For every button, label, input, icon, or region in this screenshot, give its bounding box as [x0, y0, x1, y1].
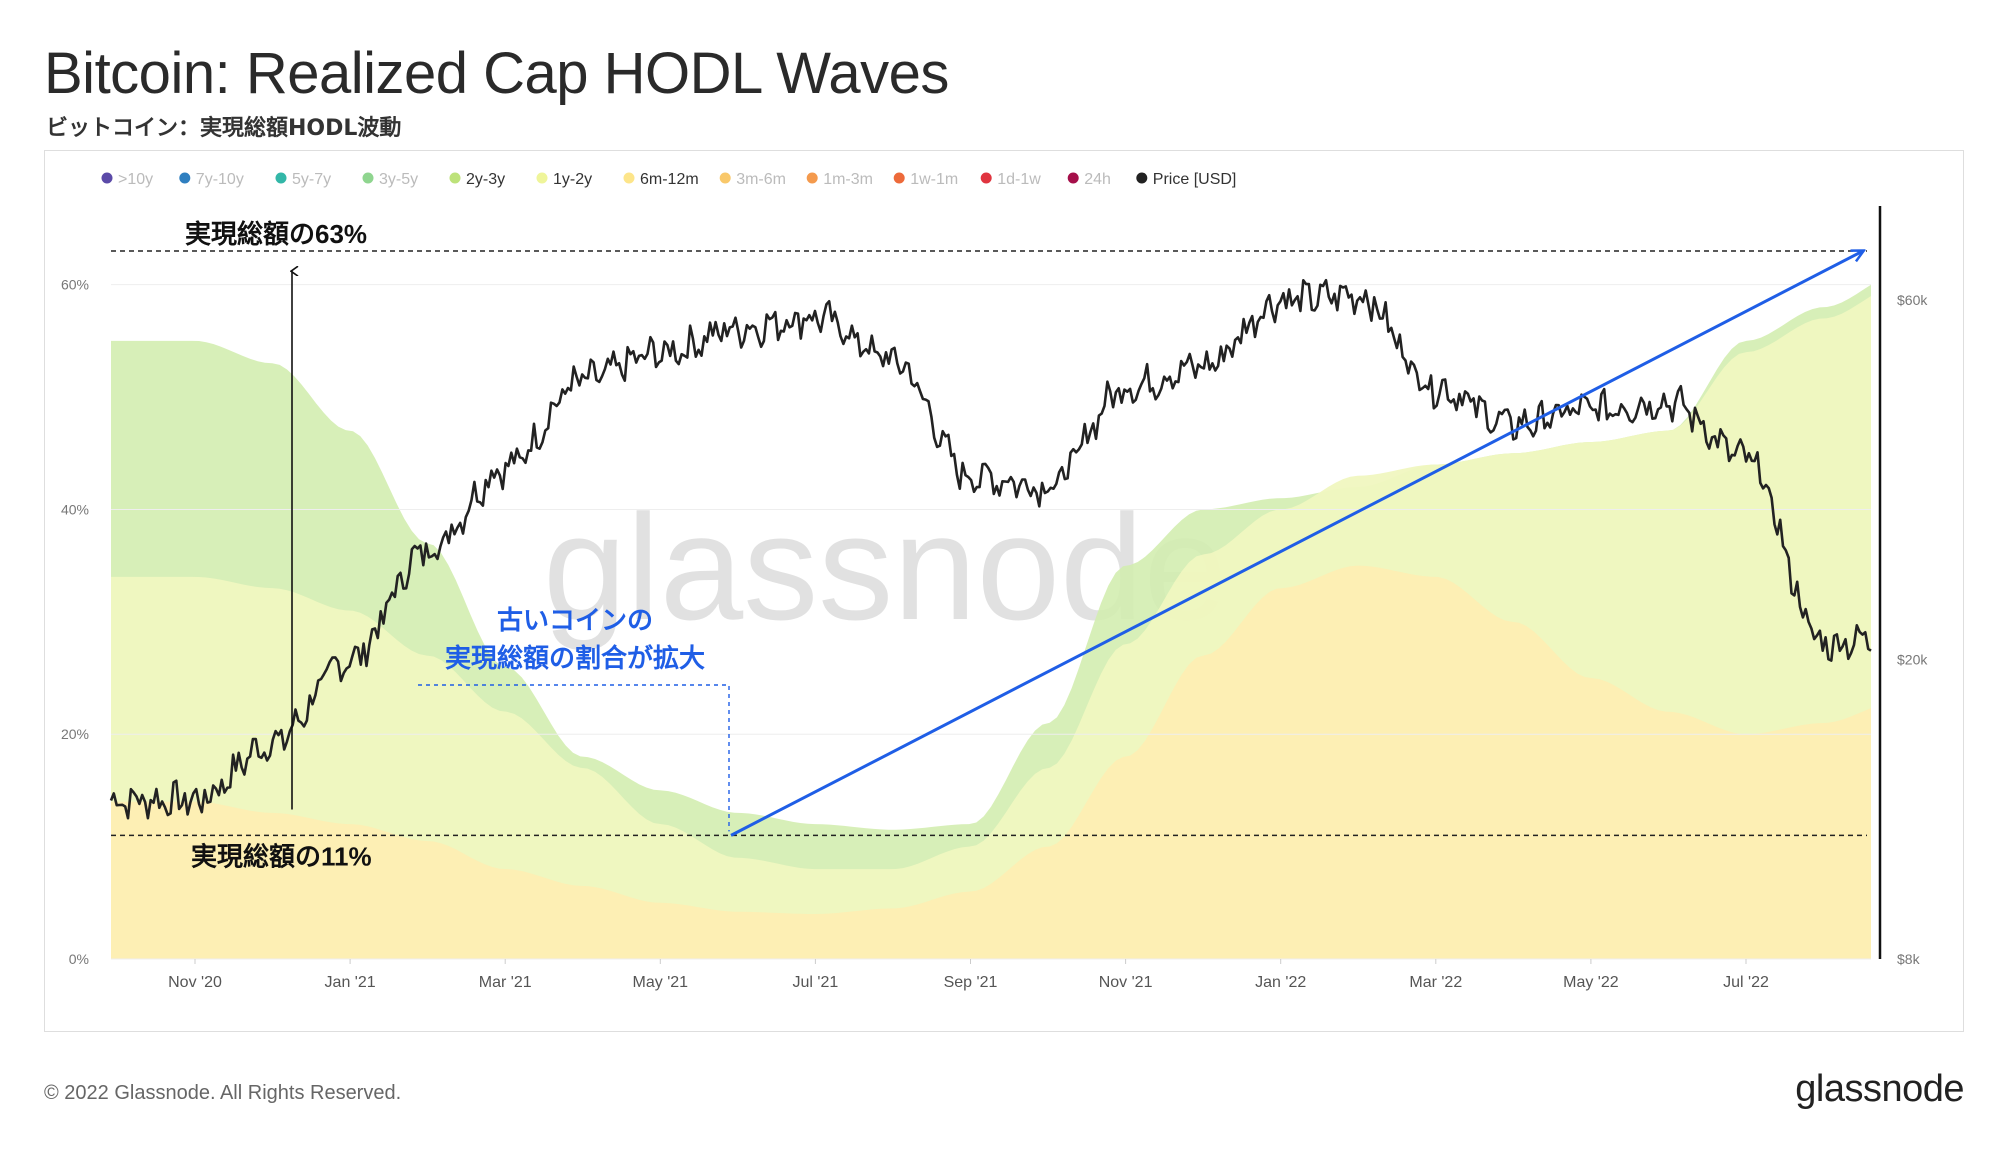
legend-item-0: >10y [101, 171, 153, 188]
chart-panel: >10y 7y-10y 5y-7y 3y-5y 2y-3y 1y-2y 6m-12m 3m-6… [44, 150, 1964, 1032]
legend-item-6: 6m-12m [623, 171, 699, 188]
legend-label: 2y-3y [466, 171, 505, 188]
y-tick-right-1: $20k [1897, 651, 1928, 667]
legend-dot [719, 172, 731, 184]
page-title: Bitcoin: Realized Cap HODL Waves [44, 41, 949, 106]
callout-bracket [418, 684, 730, 832]
legend-label: 7y-10y [196, 171, 244, 188]
footer-logo: glassnode [1795, 1068, 1964, 1110]
legend-label: 1w-1m [910, 171, 958, 188]
legend-dot [275, 172, 287, 184]
legend-dot [893, 172, 905, 184]
callout-line-1: 古いコインの [497, 605, 653, 635]
x-tick-7: Jan '22 [1255, 974, 1306, 991]
y-tick-left-3: 60% [61, 277, 89, 293]
reference-lines: 実現総額の63% 実現総額の11% [111, 219, 1867, 871]
legend-label: Price [USD] [1153, 171, 1237, 188]
legend-label: 3y-5y [379, 171, 418, 188]
y-tick-right-2: $60k [1897, 292, 1928, 308]
x-tick-8: Mar '22 [1409, 974, 1462, 991]
legend-item-9: 1w-1m [893, 171, 958, 188]
reference-label-63: 実現総額の63% [185, 219, 367, 249]
legend-label: 6m-12m [640, 171, 699, 188]
legend-dot [980, 172, 992, 184]
legend-label: >10y [118, 171, 153, 188]
price-series-line [109, 278, 1872, 820]
x-tick-4: Jul '21 [793, 974, 839, 991]
legend-label: 3m-6m [736, 171, 786, 188]
x-tick-10: Jul '22 [1723, 974, 1769, 991]
legend-dot [362, 172, 374, 184]
y-tick-right-0: $8k [1897, 951, 1921, 967]
reference-label-11: 実現総額の11% [191, 841, 372, 871]
page-subtitle: ビットコイン：実現総額HODL波動 [46, 116, 402, 141]
callout-line-2: 実現総額の割合が拡大 [445, 643, 705, 673]
x-tick-1: Jan '21 [325, 974, 376, 991]
legend-dot [1136, 172, 1148, 184]
legend-item-3: 3y-5y [362, 171, 418, 188]
y-axis-right: $8k $20k $60k [1897, 292, 1928, 967]
legend-dot [179, 172, 191, 184]
legend-item-4: 2y-3y [449, 171, 505, 188]
x-tick-2: Mar '21 [479, 974, 532, 991]
legend-dot [449, 172, 461, 184]
legend-label: 5y-7y [292, 171, 331, 188]
legend-label: 24h [1084, 171, 1111, 188]
x-axis: Nov '20 Jan '21 Mar '21 May '21 Jul '21 Sep '… [168, 959, 1769, 991]
x-tick-0: Nov '20 [168, 974, 222, 991]
x-tick-9: May '22 [1563, 974, 1619, 991]
band-6m-12m [111, 565, 1871, 959]
x-tick-3: May '21 [633, 974, 689, 991]
y-tick-left-2: 40% [61, 501, 89, 517]
x-tick-6: Nov '21 [1099, 974, 1153, 991]
hodl-waves-chart: >10y 7y-10y 5y-7y 3y-5y 2y-3y 1y-2y 6m-12m 3m-6… [61, 171, 1928, 991]
chart-legend: >10y 7y-10y 5y-7y 3y-5y 2y-3y 1y-2y 6m-12m 3m-6… [101, 171, 1236, 188]
y-tick-left-1: 20% [61, 726, 89, 742]
trend-arrow [730, 251, 1863, 837]
x-tick-5: Sep '21 [944, 974, 998, 991]
legend-item-1: 7y-10y [179, 171, 244, 188]
y-tick-left-0: 0% [69, 951, 89, 967]
legend-item-5: 1y-2y [536, 171, 592, 188]
legend-dot [806, 172, 818, 184]
legend-label: 1y-2y [553, 171, 592, 188]
legend-label: 1d-1w [997, 171, 1041, 188]
legend-item-2: 5y-7y [275, 171, 331, 188]
legend-item-12: Price [USD] [1136, 171, 1236, 188]
legend-item-10: 1d-1w [980, 171, 1041, 188]
legend-dot [101, 172, 113, 184]
footer-copyright: © 2022 Glassnode. All Rights Reserved. [44, 1082, 402, 1104]
legend-item-8: 1m-3m [806, 171, 873, 188]
legend-dot [536, 172, 548, 184]
hodl-bands [111, 284, 1871, 959]
legend-label: 1m-3m [823, 171, 873, 188]
legend-item-11: 24h [1067, 171, 1111, 188]
legend-item-7: 3m-6m [719, 171, 786, 188]
y-axis-left: 0% 20% 40% 60% [61, 277, 1871, 967]
legend-dot [623, 172, 635, 184]
legend-dot [1067, 172, 1079, 184]
